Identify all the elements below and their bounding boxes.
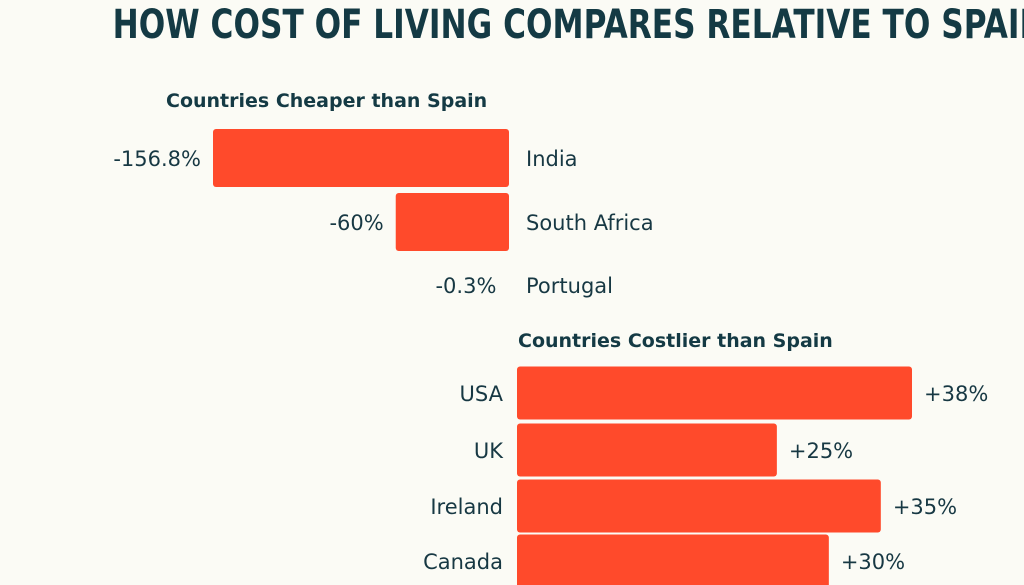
value-label: +35% xyxy=(893,495,957,519)
bar-uk xyxy=(517,423,777,477)
chart-title: HOW COST OF LIVING COMPARES RELATIVE TO … xyxy=(112,2,1024,48)
value-label: +30% xyxy=(841,550,905,574)
bar-ireland xyxy=(517,479,881,533)
value-label: -156.8% xyxy=(113,147,201,171)
cheaper-heading: Countries Cheaper than Spain xyxy=(166,90,488,112)
category-label: Ireland xyxy=(430,495,503,519)
category-label: UK xyxy=(474,439,504,463)
category-label: Portugal xyxy=(526,274,613,298)
value-label: +38% xyxy=(924,382,988,406)
value-label: +25% xyxy=(789,439,853,463)
bar-south-africa xyxy=(395,193,509,251)
category-label: South Africa xyxy=(526,211,654,235)
value-label: -0.3% xyxy=(435,274,496,298)
bar-usa xyxy=(517,366,912,420)
bar-canada xyxy=(517,534,829,585)
value-label: -60% xyxy=(329,211,383,235)
category-label: USA xyxy=(460,382,504,406)
category-label: India xyxy=(526,147,578,171)
costlier-heading: Countries Costlier than Spain xyxy=(518,330,833,352)
category-label: Canada xyxy=(423,550,503,574)
bar-india xyxy=(213,129,509,187)
